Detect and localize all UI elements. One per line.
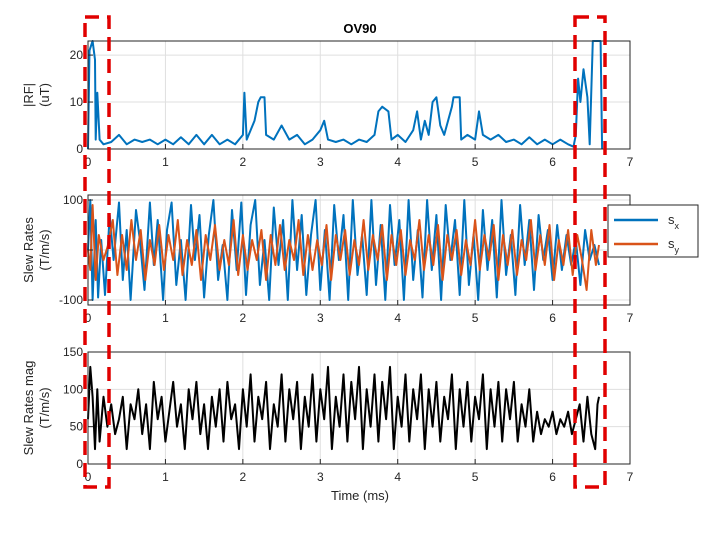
highlight-box-left <box>83 15 111 489</box>
legend: sx sy <box>607 204 699 258</box>
y-tick-label: 20 <box>70 48 84 62</box>
x-tick-label: 7 <box>627 155 634 169</box>
x-tick-label: 2 <box>240 155 247 169</box>
axes-box <box>87 351 631 465</box>
x-tick-label: 6 <box>549 155 556 169</box>
y-tick-label: 0 <box>76 142 83 156</box>
x-axis-label: Time (ms) <box>331 488 389 503</box>
subplot-1: 0 1 2 3 4 5 6 7 0 10 20 |RF| (uT) <box>21 40 634 169</box>
x-tick-label: 7 <box>627 311 634 325</box>
y-axis-label: |RF| <box>21 83 36 107</box>
legend-box <box>607 204 699 258</box>
highlight-box-right <box>573 15 607 489</box>
series-line-s1 <box>87 40 604 150</box>
axes-box <box>87 40 631 150</box>
x-tick-label: 1 <box>162 470 169 484</box>
series-line-s1 <box>87 365 600 451</box>
x-tick-label: 5 <box>472 470 479 484</box>
y-tick-label: 50 <box>70 420 84 434</box>
y-tick-label: 100 <box>63 193 83 207</box>
plot-area <box>88 41 630 149</box>
y-axis-label: (T/m/s) <box>37 229 52 270</box>
series-line-sx <box>87 199 600 301</box>
x-tick-label: 7 <box>627 470 634 484</box>
y-tick-label: 150 <box>63 345 83 359</box>
legend-label: sx <box>668 212 680 231</box>
x-tick-label: 6 <box>549 311 556 325</box>
y-tick-label: 100 <box>63 382 83 396</box>
legend-label: sy <box>668 236 680 255</box>
y-axis-label: Slew Rates mag <box>21 361 36 456</box>
x-tick-label: 3 <box>317 311 324 325</box>
x-tick-label: 3 <box>317 155 324 169</box>
series-line-sy <box>87 204 600 291</box>
x-tick-label: 3 <box>317 470 324 484</box>
x-tick-label: 0 <box>85 155 92 169</box>
highlight-boxes <box>83 15 607 489</box>
y-tick-label: -100 <box>59 293 83 307</box>
x-tick-label: 0 <box>85 311 92 325</box>
x-tick-label: 4 <box>394 470 401 484</box>
y-axis-label: (uT) <box>37 83 52 107</box>
x-tick-label: 0 <box>85 470 92 484</box>
x-tick-label: 2 <box>240 311 247 325</box>
x-tick-label: 1 <box>162 155 169 169</box>
subplot-2: 0 1 2 3 4 5 6 7 -100 100 Slew Rates (T/m/s) sx sy <box>21 193 699 325</box>
subplot-3: 0 1 2 3 4 5 6 7 0 50 100 150 Slew Rates mag (T/m/s) <box>21 345 634 484</box>
x-tick-label: 4 <box>394 311 401 325</box>
x-tick-label: 2 <box>240 470 247 484</box>
y-tick-label: 0 <box>76 457 83 471</box>
y-tick-label: 10 <box>70 95 84 109</box>
y-axis-label: Slew Rates <box>21 217 36 283</box>
x-tick-label: 1 <box>162 311 169 325</box>
x-tick-label: 5 <box>472 311 479 325</box>
x-tick-label: 6 <box>549 470 556 484</box>
figure-title: OV90 <box>343 21 376 36</box>
x-tick-label: 4 <box>394 155 401 169</box>
y-axis-label: (T/m/s) <box>37 387 52 428</box>
x-tick-label: 5 <box>472 155 479 169</box>
